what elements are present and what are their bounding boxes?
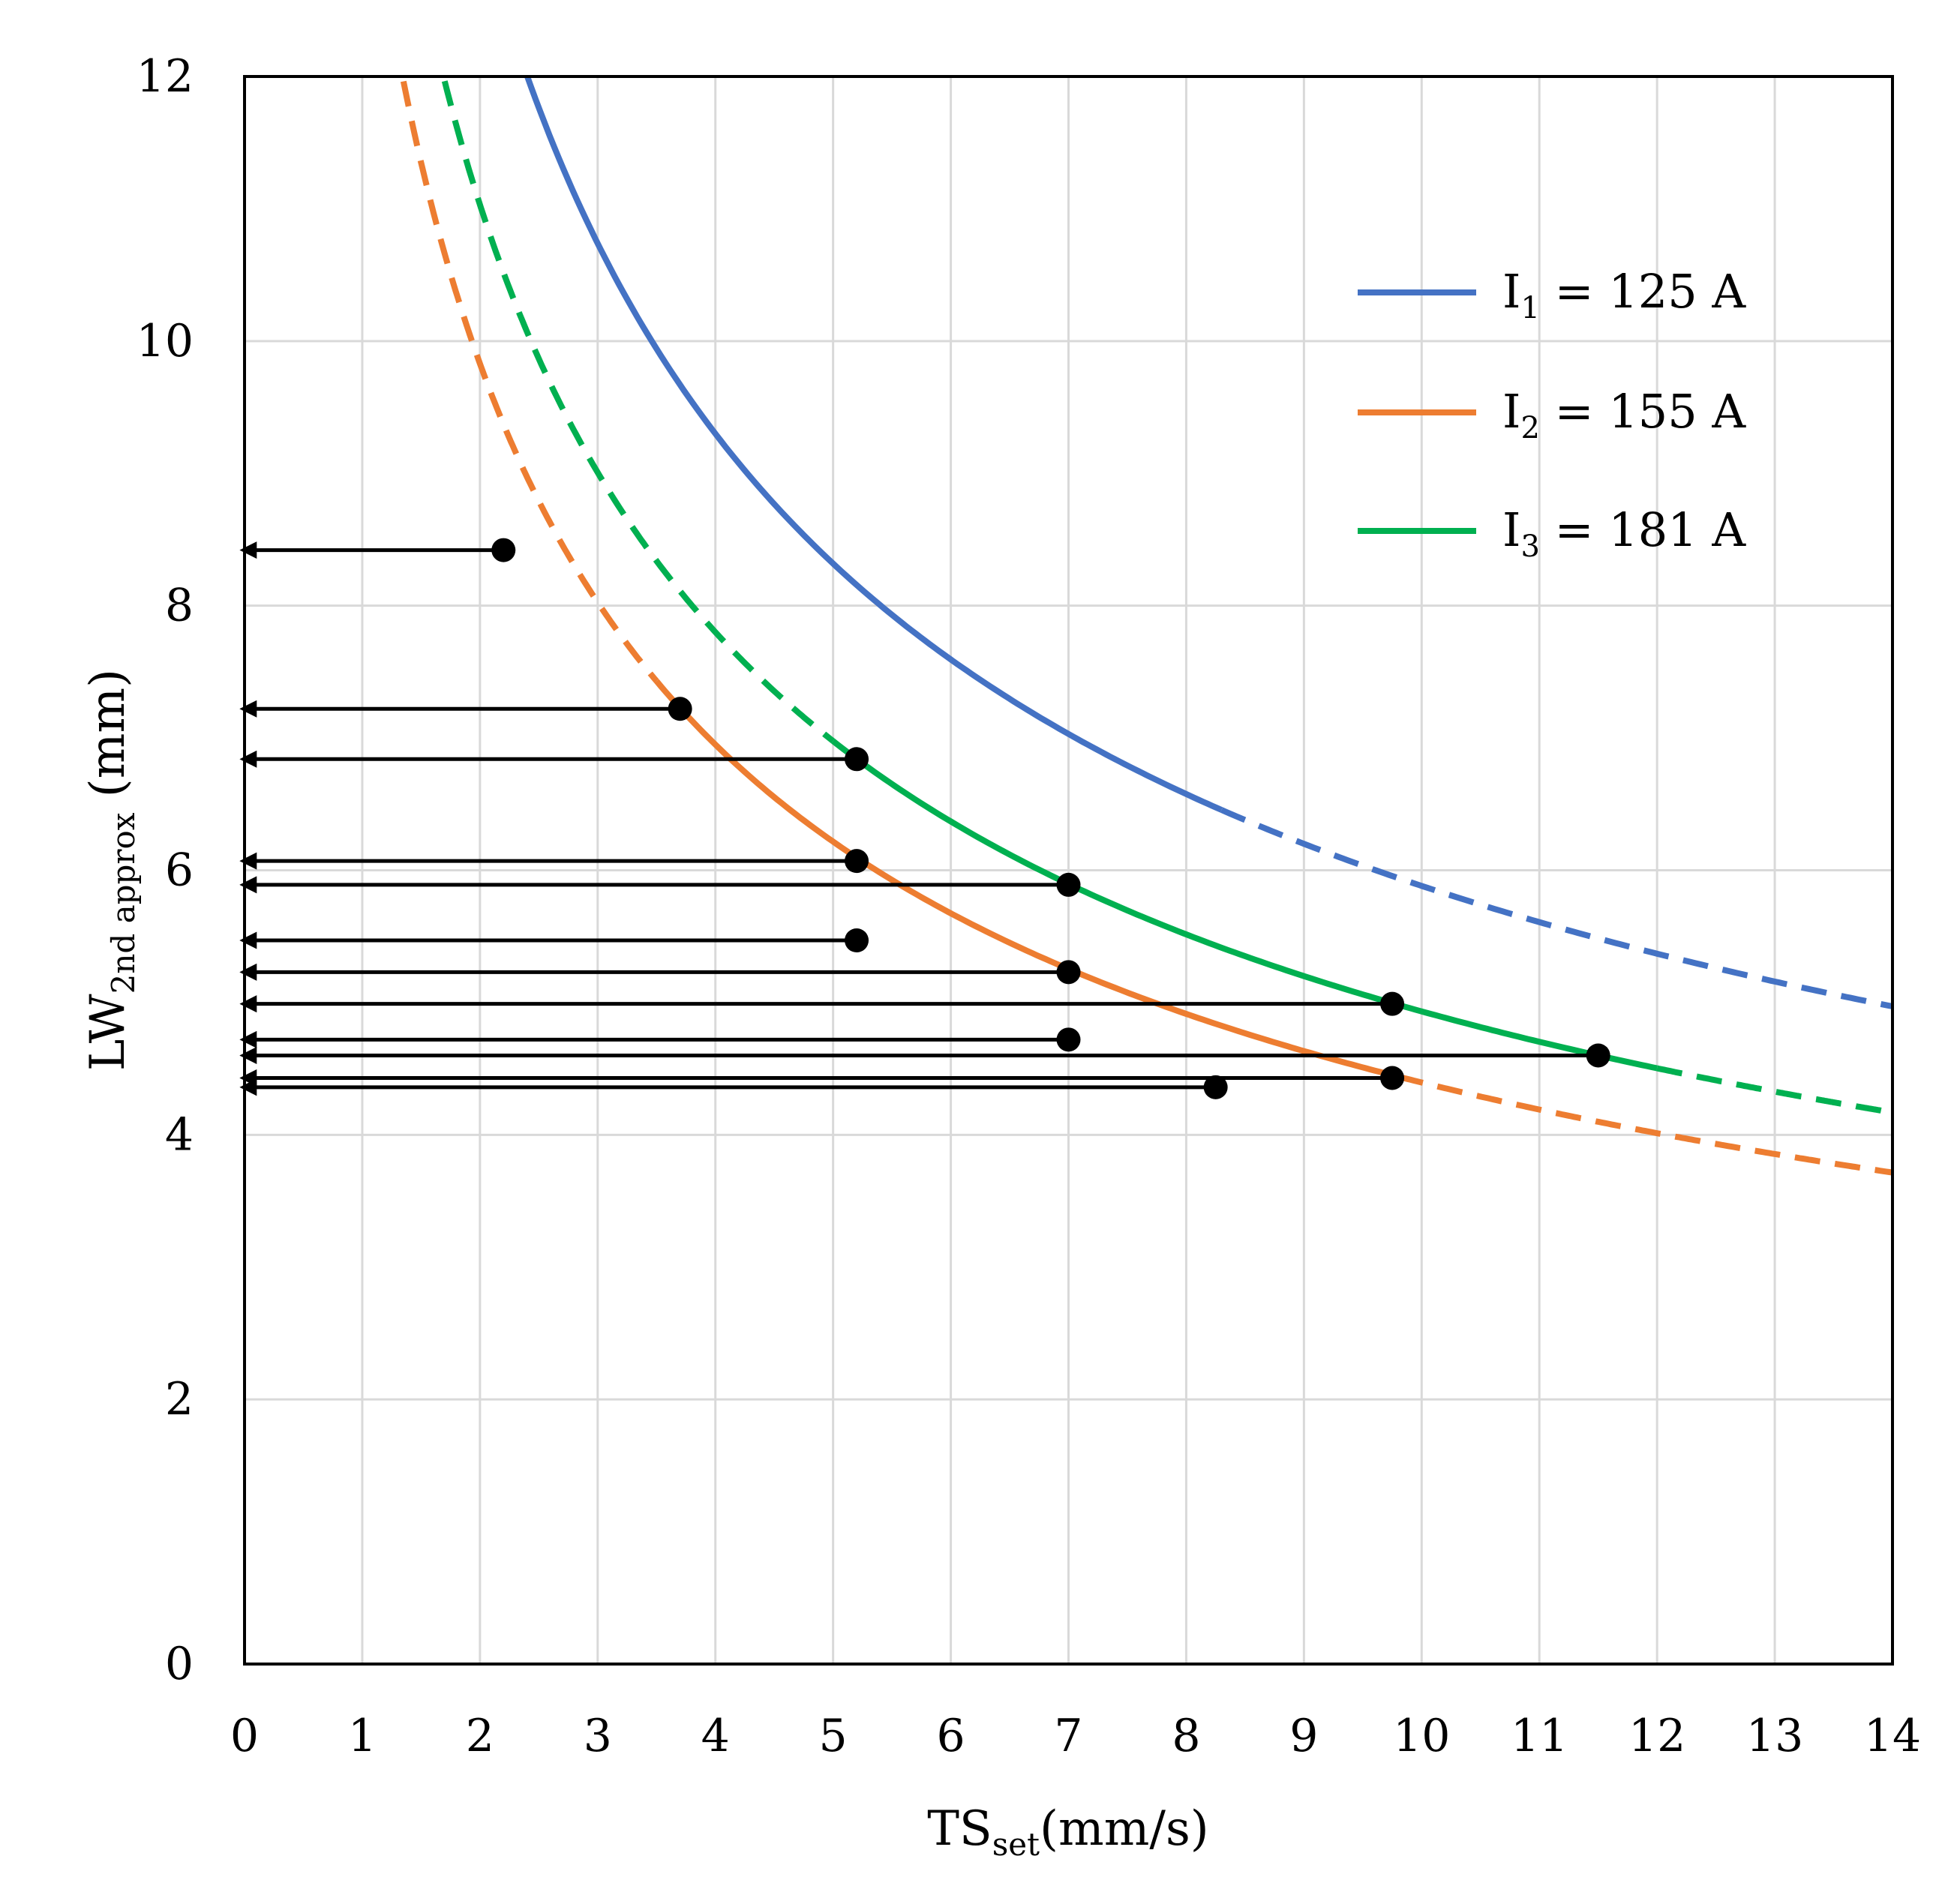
arrows: [239, 541, 1598, 1096]
grid: [245, 76, 1892, 1664]
series-line-i2-solid: [654, 679, 1399, 1080]
legend-label-i1: I1 = 125 A: [1502, 264, 1746, 325]
series-line-i3-solid: [831, 739, 1658, 1072]
x-axis-label-sub: set: [992, 1826, 1040, 1863]
x-tick-label: 0: [230, 1710, 259, 1762]
legend-label-i3: I3 = 181 A: [1502, 502, 1746, 564]
data-point-marker: [1056, 872, 1081, 897]
legend-label-i3-rest: = 181 A: [1540, 502, 1746, 557]
data-point-marker: [1586, 1043, 1610, 1068]
y-tick-label: 0: [165, 1638, 194, 1690]
legend: I1 = 125 A I2 = 155 A I3 = 181 A: [1358, 264, 1746, 564]
legend-label-i2: I2 = 155 A: [1502, 384, 1746, 445]
data-point-marker: [845, 928, 869, 953]
data-point-marker: [1380, 1066, 1405, 1090]
x-tick-label: 5: [819, 1710, 848, 1762]
series-line-i2-dashed: [1397, 1073, 1892, 1176]
series-lines: [400, 76, 1892, 1176]
series-line-i3-dashed: [441, 80, 836, 744]
series-line-i2-dashed: [400, 80, 659, 683]
data-point-marker: [668, 697, 692, 721]
legend-label-i1-main: I: [1502, 264, 1521, 319]
series-line-i1-solid: [524, 76, 1223, 813]
y-axis-label: LW2nd approx (mm): [80, 669, 142, 1071]
y-tick-label: 12: [137, 50, 194, 103]
x-tick-label: 10: [1393, 1710, 1450, 1762]
x-tick-label: 7: [1054, 1710, 1082, 1762]
x-tick-label: 9: [1289, 1710, 1318, 1762]
x-axis-label: TSset(mm/s): [927, 1801, 1209, 1863]
y-tick-label: 8: [165, 580, 194, 632]
y-tick-label: 4: [165, 1108, 194, 1161]
x-tick-label: 14: [1864, 1710, 1921, 1762]
data-point-marker: [845, 849, 869, 874]
x-axis-label-unit: (mm/s): [1040, 1801, 1209, 1857]
x-tick-label: 4: [701, 1710, 730, 1762]
x-tick-label: 3: [584, 1710, 612, 1762]
legend-label-i3-main: I: [1502, 502, 1521, 557]
legend-label-i1-sub: 1: [1521, 291, 1540, 325]
legend-label-i2-sub: 2: [1521, 411, 1540, 445]
data-point-marker: [1380, 991, 1405, 1016]
x-tick-label: 11: [1511, 1710, 1568, 1762]
x-axis-label-main: TS: [927, 1801, 992, 1857]
y-axis-label-main: LW: [80, 994, 136, 1071]
legend-label-i2-main: I: [1502, 384, 1521, 439]
x-tick-label: 13: [1746, 1710, 1803, 1762]
series-line-i1-dashed: [1220, 807, 1892, 1009]
legend-label-i3-sub: 3: [1521, 529, 1540, 564]
x-tick-label: 8: [1172, 1710, 1200, 1762]
y-tick-label: 10: [137, 315, 194, 367]
legend-label-i2-rest: = 155 A: [1540, 384, 1746, 439]
data-point-marker: [491, 538, 516, 562]
legend-label-i1-rest: = 125 A: [1540, 264, 1746, 319]
y-tick-label: 6: [165, 844, 194, 897]
x-tick-label: 6: [936, 1710, 965, 1762]
data-point-marker: [845, 747, 869, 772]
data-point-marker: [1056, 1027, 1081, 1052]
x-tick-label: 12: [1628, 1710, 1685, 1762]
y-axis-label-unit: (mm): [80, 669, 136, 813]
plot-frame: [243, 75, 1894, 1666]
x-tick-label: 2: [466, 1710, 494, 1762]
y-tick-label: 2: [165, 1373, 194, 1426]
y-axis-label-sub: 2nd approx: [105, 812, 142, 994]
x-tick-label: 1: [348, 1710, 377, 1762]
data-markers: [491, 538, 1610, 1099]
data-point-marker: [1056, 960, 1081, 985]
data-point-marker: [1203, 1075, 1228, 1099]
